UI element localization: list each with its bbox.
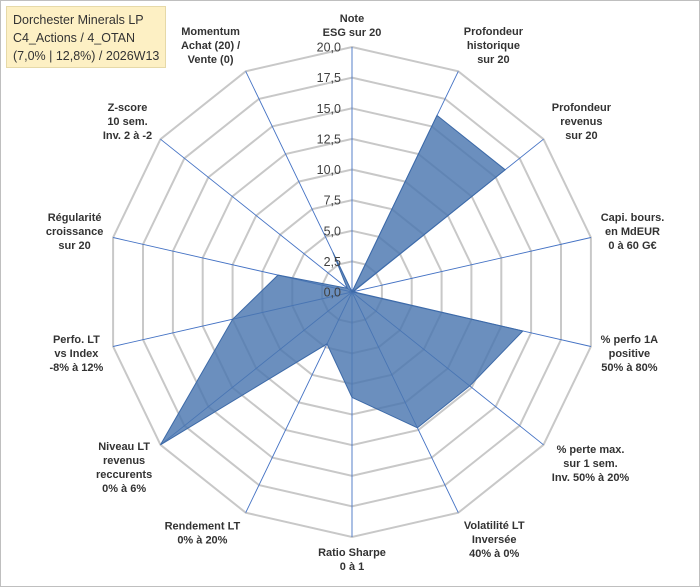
title-line-2: C4_Actions / 4_OTAN [13, 31, 136, 45]
axis-label-12: Régularité croissance sur 20 [46, 212, 103, 252]
axis-label-line: Ratio Sharpe [318, 547, 386, 559]
axis-label-line: revenus [560, 116, 602, 128]
tick-label: 10,0 [317, 163, 341, 177]
axis-label-line: Inv. 50% à 20% [552, 472, 630, 484]
axis-label-line: Capi. bours. [601, 212, 665, 224]
axis-label-line: sur 20 [565, 130, 597, 142]
axis-label-line: Note [340, 13, 364, 25]
data-area [160, 114, 524, 446]
axis-label-line: 0% à 20% [177, 535, 227, 547]
axis-label-line: Momentum [181, 26, 240, 38]
axis-label-line: Profondeur [464, 26, 524, 38]
axis-label-2: Profondeur historique sur 20 [464, 26, 524, 66]
axis-label-line: 0 à 1 [340, 561, 364, 573]
axis-label-line: Rendement LT [165, 521, 241, 533]
axis-label-line: historique [467, 40, 520, 52]
axis-labels: Note ESG sur 20 Profondeur historique sur 20… [46, 13, 664, 573]
axis-label-line: 0% à 6% [102, 483, 146, 495]
axis-label-line: Inversée [472, 534, 517, 546]
tick-label: 17,5 [317, 71, 341, 85]
axis-label-14: Momentum Achat (20) / Vente (0) [181, 26, 240, 66]
title-line-1: Dorchester Minerals LP [13, 13, 144, 27]
axis-label-line: 50% à 80% [601, 362, 657, 374]
axis-label-line: en MdEUR [605, 226, 660, 238]
axis-label-line: croissance [46, 226, 103, 238]
axis-label-3: Profondeur revenus sur 20 [552, 102, 612, 142]
axis-label-line: sur 20 [58, 240, 90, 252]
axis-label-line: positive [609, 348, 651, 360]
axis-label-10: Niveau LT revenus reccurents 0% à 6% [96, 441, 152, 495]
axis-label-line: Niveau LT [98, 441, 150, 453]
axis-label-line: 40% à 0% [469, 548, 519, 560]
axis-label-line: revenus [103, 455, 145, 467]
axis-label-5: % perfo 1A positive 50% à 80% [601, 334, 659, 374]
axis-label-line: % perfo 1A [601, 334, 659, 346]
axis-label-line: -8% à 12% [49, 362, 103, 374]
axis-label-line: sur 1 sem. [563, 458, 617, 470]
axis-label-line: Volatilité LT [464, 520, 525, 532]
axis-label-line: Z-score [108, 102, 148, 114]
chart-title-box: Dorchester Minerals LP C4_Actions / 4_OT… [6, 6, 166, 68]
tick-label: 5,0 [324, 224, 341, 238]
axis-label-9: Rendement LT 0% à 20% [165, 521, 241, 547]
axis-label-1: Note ESG sur 20 [323, 13, 382, 39]
tick-label: 20,0 [317, 41, 341, 55]
title-line-3: (7,0% | 12,8%) / 2026W13 [13, 49, 160, 63]
tick-label: 7,5 [324, 194, 341, 208]
axis-label-8: Ratio Sharpe 0 à 1 [318, 547, 386, 573]
axis-label-line: ESG sur 20 [323, 27, 382, 39]
axis-label-line: % perte max. [557, 444, 625, 456]
axis-label-4: Capi. bours. en MdEUR 0 à 60 G€ [601, 212, 665, 252]
tick-label: 15,0 [317, 102, 341, 116]
axis-label-6: % perte max. sur 1 sem. Inv. 50% à 20% [552, 444, 630, 484]
tick-label: 12,5 [317, 132, 341, 146]
tick-label: 0,0 [324, 286, 341, 300]
axis-label-line: Achat (20) / [181, 40, 240, 52]
axis-label-line: Vente (0) [188, 54, 234, 66]
tick-label: 2,5 [324, 255, 341, 269]
axis-label-line: vs Index [54, 348, 99, 360]
axis-label-line: Régularité [48, 212, 102, 224]
axis-label-line: 10 sem. [107, 116, 147, 128]
axis-label-line: Profondeur [552, 102, 612, 114]
axis-label-11: Perfo. LT vs Index -8% à 12% [49, 334, 103, 374]
tick-labels: 0,0 2,5 5,0 7,5 10,0 12,5 15,0 17,5 20,0 [317, 41, 341, 300]
axis-label-line: Inv. 2 à -2 [103, 130, 152, 142]
axis-label-line: sur 20 [477, 54, 509, 66]
axis-label-line: Perfo. LT [53, 334, 100, 346]
axis-label-7: Volatilité LT Inversée 40% à 0% [464, 520, 525, 560]
axis-label-line: reccurents [96, 469, 152, 481]
axis-spoke-13 [160, 138, 353, 293]
data-area-layer [160, 114, 524, 446]
axis-label-13: Z-score 10 sem. Inv. 2 à -2 [103, 102, 152, 142]
axis-spoke-4 [351, 237, 592, 293]
axis-label-line: 0 à 60 G€ [608, 240, 656, 252]
